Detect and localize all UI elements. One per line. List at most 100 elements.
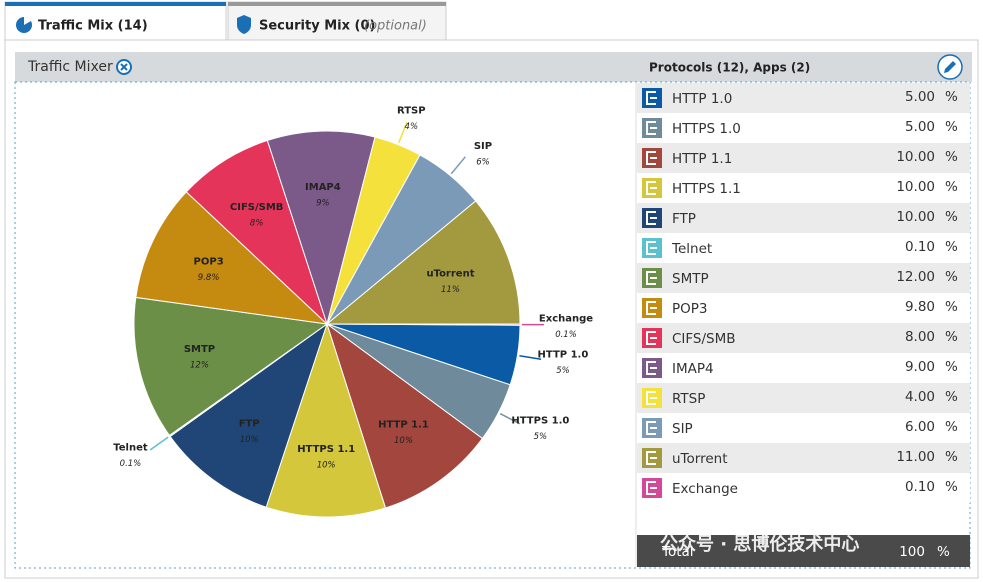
row-icon-glyph bbox=[646, 301, 657, 315]
percent-unit: % bbox=[945, 479, 958, 495]
table-row bbox=[637, 293, 970, 323]
protocol-percent: 9.80 bbox=[905, 299, 935, 315]
leader-line bbox=[450, 156, 466, 175]
row-icon-glyph bbox=[646, 331, 657, 345]
protocol-name: IMAP4 bbox=[672, 361, 714, 377]
percent-unit: % bbox=[945, 419, 958, 435]
pie-slice bbox=[266, 130, 376, 326]
protocol-percent: 0.10 bbox=[905, 479, 935, 495]
protocol-percent: 10.00 bbox=[896, 179, 935, 195]
table-row bbox=[637, 323, 970, 353]
table-row bbox=[637, 413, 970, 443]
leader-line bbox=[519, 354, 542, 361]
panel-title: Traffic Mixer bbox=[27, 59, 113, 75]
protocol-name: Exchange bbox=[672, 481, 738, 497]
protocol-percent: 5.00 bbox=[905, 89, 935, 105]
protocol-name: Telnet bbox=[671, 241, 712, 257]
total-value: 100 bbox=[899, 544, 925, 560]
percent-unit: % bbox=[945, 239, 958, 255]
slice-label: IMAP4 bbox=[305, 182, 341, 193]
percent-unit: % bbox=[945, 389, 958, 405]
slice-label: HTTPS 1.0 bbox=[511, 415, 569, 426]
shield-icon bbox=[237, 15, 251, 34]
protocol-name: HTTPS 1.0 bbox=[672, 121, 741, 137]
percent-unit: % bbox=[945, 299, 958, 315]
list-title: Protocols (12), Apps (2) bbox=[649, 61, 810, 75]
slice-percent: 12% bbox=[190, 361, 209, 371]
slice-percent: 10% bbox=[240, 435, 259, 445]
pie-slice bbox=[326, 323, 521, 326]
pie-chart: HTTP 1.0 5% HTTPS 1.0 5% HTTP 1.1 10% HTTPS 1.… bbox=[113, 106, 593, 518]
slice-label: Telnet bbox=[113, 442, 148, 453]
slice-percent: 4% bbox=[405, 122, 419, 132]
table-row bbox=[637, 83, 970, 113]
leader-line bbox=[398, 121, 408, 143]
pie-slice bbox=[265, 322, 387, 518]
slice-label: CIFS/SMB bbox=[230, 202, 284, 213]
slice-percent: 9.8% bbox=[198, 273, 220, 283]
row-icon-glyph bbox=[646, 391, 657, 405]
slice-percent: 5% bbox=[556, 366, 570, 376]
percent-unit: % bbox=[945, 119, 958, 135]
protocol-percent: 0.10 bbox=[905, 239, 935, 255]
tab-inactive[interactable] bbox=[227, 1, 447, 41]
slice-percent: 0.1% bbox=[120, 459, 142, 469]
slice-percent: 10% bbox=[317, 461, 336, 471]
table-row bbox=[637, 143, 970, 173]
slice-label: SIP bbox=[474, 141, 492, 152]
pie-slice bbox=[133, 296, 329, 437]
percent-unit: % bbox=[945, 179, 958, 195]
pie-slice bbox=[135, 191, 329, 325]
panel-header bbox=[15, 52, 972, 82]
pie-slice bbox=[325, 200, 521, 325]
percent-unit: % bbox=[945, 149, 958, 165]
protocol-name: CIFS/SMB bbox=[672, 331, 736, 347]
percent-unit: % bbox=[945, 449, 958, 465]
protocol-name: FTP bbox=[672, 211, 696, 227]
slice-label: POP3 bbox=[194, 256, 224, 267]
row-icon-glyph bbox=[646, 91, 657, 105]
row-icon-glyph bbox=[646, 241, 657, 255]
total-label: Total bbox=[661, 544, 694, 560]
slice-percent: 0.1% bbox=[555, 330, 577, 340]
edit-glyph bbox=[944, 61, 956, 73]
total-row bbox=[637, 535, 970, 567]
slice-label: HTTP 1.1 bbox=[378, 420, 429, 431]
tab-label: Security Mix (0) bbox=[259, 19, 375, 34]
protocol-percent: 6.00 bbox=[905, 419, 935, 435]
row-icon-glyph bbox=[646, 361, 657, 375]
protocol-name: RTSP bbox=[672, 391, 705, 407]
protocol-percent: 11.00 bbox=[896, 449, 935, 465]
protocol-name: uTorrent bbox=[672, 451, 728, 467]
protocol-name: HTTP 1.0 bbox=[672, 91, 732, 107]
slice-percent: 9% bbox=[316, 198, 330, 208]
protocol-name: HTTPS 1.1 bbox=[672, 181, 741, 197]
tab-active[interactable] bbox=[4, 1, 227, 41]
slice-label: Exchange bbox=[539, 314, 593, 325]
leader-line bbox=[149, 436, 169, 451]
tab-active-bar bbox=[5, 2, 226, 6]
slice-label: uTorrent bbox=[426, 269, 474, 280]
row-icon-glyph bbox=[646, 151, 657, 165]
slice-label: HTTPS 1.1 bbox=[297, 444, 355, 455]
row-icon-glyph bbox=[646, 121, 657, 135]
table-row bbox=[637, 233, 970, 263]
protocol-name: POP3 bbox=[672, 301, 708, 317]
slice-percent: 6% bbox=[476, 158, 490, 168]
protocol-percent: 4.00 bbox=[905, 389, 935, 405]
table-row bbox=[637, 443, 970, 473]
row-icon-glyph bbox=[646, 481, 657, 495]
table: HTTP 1.0 5.00 % HTTPS 1.0 5.00 % HTTP 1.1 10.00… bbox=[637, 83, 970, 567]
tab-inactive-bar bbox=[228, 2, 446, 6]
percent-unit: % bbox=[945, 329, 958, 345]
table-row bbox=[637, 263, 970, 293]
table-row bbox=[637, 353, 970, 383]
protocol-percent: 5.00 bbox=[905, 119, 935, 135]
protocol-percent: 8.00 bbox=[905, 329, 935, 345]
table-row bbox=[637, 473, 970, 503]
tab-label: Traffic Mix (14) bbox=[38, 19, 148, 34]
row-icon-glyph bbox=[646, 271, 657, 285]
slice-percent: 5% bbox=[534, 432, 548, 442]
percent-unit: % bbox=[945, 89, 958, 105]
table-row bbox=[637, 173, 970, 203]
